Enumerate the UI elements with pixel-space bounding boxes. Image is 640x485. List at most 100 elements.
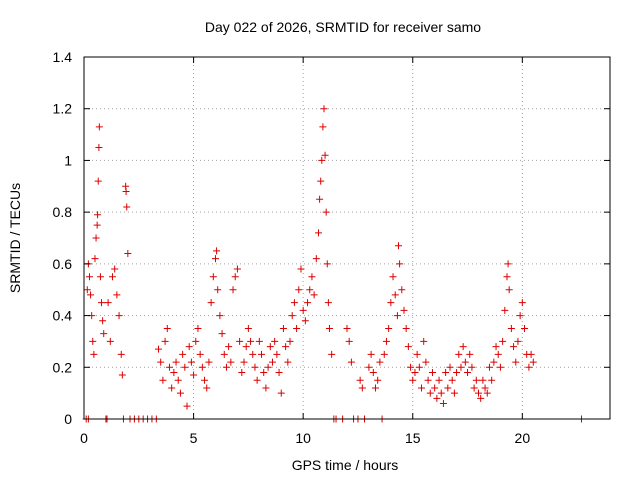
y-tick-label: 1.4 — [53, 49, 73, 65]
data-point — [316, 195, 324, 203]
data-point — [479, 376, 487, 384]
data-point — [395, 242, 403, 250]
data-point — [411, 368, 419, 376]
data-point — [290, 299, 298, 307]
data-point — [214, 286, 222, 294]
y-tick-label: 1.2 — [53, 101, 73, 117]
data-point — [514, 337, 522, 345]
data-point — [477, 394, 485, 402]
data-point — [483, 389, 491, 397]
data-point — [444, 384, 452, 392]
data-point — [306, 286, 314, 294]
data-point — [472, 376, 480, 384]
data-point — [382, 337, 390, 345]
data-point — [442, 368, 450, 376]
data-point — [431, 384, 439, 392]
data-point — [343, 325, 351, 332]
grid-layer — [84, 57, 610, 419]
data-point — [404, 343, 412, 351]
data-point — [236, 337, 244, 345]
data-point — [100, 330, 108, 338]
data-point — [496, 363, 504, 371]
data-point — [212, 255, 219, 263]
data-point — [185, 343, 193, 351]
data-point — [453, 368, 461, 376]
data-point — [407, 363, 415, 371]
data-point — [415, 363, 423, 371]
data-point — [315, 229, 323, 237]
y-tick-label: 0 — [64, 411, 72, 427]
data-point — [475, 389, 482, 397]
data-point — [87, 291, 95, 299]
data-point — [525, 363, 533, 371]
data-point — [89, 337, 97, 345]
data-point — [293, 325, 301, 332]
data-point — [93, 221, 101, 229]
data-point — [516, 312, 524, 320]
data-point — [213, 247, 221, 255]
data-point — [325, 325, 333, 332]
data-point — [172, 358, 180, 366]
data-point — [174, 376, 182, 384]
x-tick-label: 20 — [515, 430, 531, 446]
data-point — [510, 343, 518, 351]
data-point — [396, 260, 404, 268]
data-point — [253, 376, 261, 384]
data-point — [222, 363, 230, 371]
data-point — [207, 299, 215, 307]
data-point — [117, 350, 125, 358]
data-point — [320, 105, 328, 113]
data-point — [99, 317, 107, 325]
data-point — [111, 265, 119, 273]
data-point — [457, 363, 465, 371]
data-point — [240, 358, 248, 366]
y-tick-label: 0.6 — [53, 256, 73, 272]
data-point — [124, 250, 132, 258]
y-tick-label: 0.4 — [53, 308, 73, 324]
data-point — [187, 358, 195, 366]
data-point — [387, 299, 395, 307]
data-point — [238, 368, 246, 376]
data-point — [503, 273, 511, 281]
data-point — [490, 358, 498, 366]
data-point — [161, 337, 169, 345]
data-point — [461, 358, 469, 366]
data-point — [295, 286, 303, 294]
data-point — [271, 337, 279, 345]
data-point — [347, 358, 355, 366]
data-point — [205, 358, 213, 366]
data-point — [268, 358, 276, 366]
chart-title: Day 022 of 2026, SRMTID for receiver sam… — [205, 19, 481, 35]
data-point — [201, 376, 209, 384]
data-point — [92, 234, 100, 242]
data-point — [488, 376, 496, 384]
x-tick-label: 10 — [295, 430, 311, 446]
data-point — [251, 363, 259, 371]
data-point — [183, 402, 191, 410]
data-point — [262, 384, 270, 392]
data-point — [279, 325, 287, 332]
data-point — [277, 389, 285, 397]
data-point — [398, 286, 406, 294]
data-point — [367, 350, 375, 358]
data-point — [194, 325, 202, 332]
data-point — [424, 376, 432, 384]
data-point — [422, 358, 430, 366]
data-point — [505, 286, 513, 294]
data-point — [284, 358, 292, 366]
data-point — [322, 208, 330, 216]
data-point — [345, 337, 353, 345]
data-point — [518, 299, 526, 307]
data-point — [209, 273, 217, 281]
data-point — [168, 384, 176, 392]
data-point — [198, 363, 206, 371]
data-point — [450, 389, 458, 397]
data-point — [83, 286, 91, 294]
data-point — [446, 363, 454, 371]
data-point — [321, 151, 329, 159]
data-point — [527, 350, 535, 358]
data-point — [413, 350, 421, 358]
data-point — [90, 350, 98, 358]
